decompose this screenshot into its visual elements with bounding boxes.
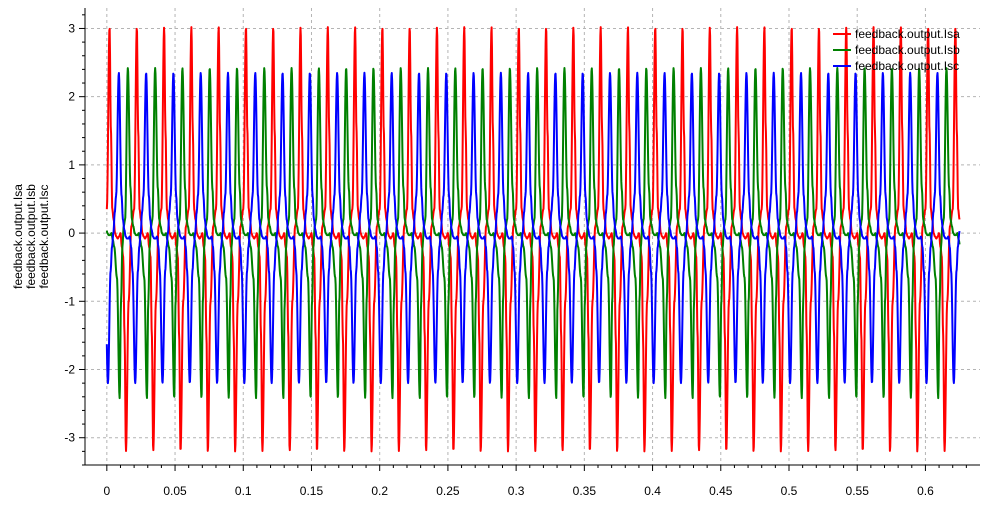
x-tick-label: 0.3 bbox=[508, 484, 525, 498]
legend-entry-label: feedback.output.Isb bbox=[855, 43, 960, 57]
x-tick-label: 0.25 bbox=[436, 484, 460, 498]
y-label-line: feedback.output.Isa bbox=[11, 184, 25, 289]
y-axis-label: feedback.output.Isa feedback.output.Isb fe… bbox=[11, 184, 51, 289]
x-tick-label: 0 bbox=[103, 484, 110, 498]
x-tick-label: 0.5 bbox=[781, 484, 798, 498]
legend: feedback.output.Isa feedback.output.Isb fe… bbox=[833, 27, 960, 73]
y-tick-label: 1 bbox=[68, 158, 75, 172]
legend-entry-label: feedback.output.Isc bbox=[855, 59, 959, 73]
y-tick-label: 0 bbox=[68, 226, 75, 240]
x-tick-label: 0.1 bbox=[235, 484, 252, 498]
y-tick-label: -3 bbox=[64, 431, 75, 445]
series-group bbox=[105, 26, 961, 453]
y-tick-label: 2 bbox=[68, 90, 75, 104]
x-tick-label: 0.4 bbox=[644, 484, 661, 498]
x-tick-label: 0.2 bbox=[371, 484, 388, 498]
y-label-line: feedback.output.Isc bbox=[37, 184, 51, 288]
y-label-line: feedback.output.Isb bbox=[24, 184, 38, 289]
x-tick-label: 0.6 bbox=[917, 484, 934, 498]
series-line-feedback-output-isc bbox=[105, 71, 961, 385]
x-tick-label: 0.05 bbox=[163, 484, 187, 498]
x-tick-label: 0.15 bbox=[300, 484, 324, 498]
x-tick-label: 0.45 bbox=[709, 484, 733, 498]
legend-entry-label: feedback.output.Isa bbox=[855, 27, 960, 41]
y-tick-label: 3 bbox=[68, 21, 75, 35]
y-tick-label: -2 bbox=[64, 363, 75, 377]
x-tick-label: 0.55 bbox=[846, 484, 870, 498]
x-tick-label: 0.35 bbox=[573, 484, 597, 498]
y-tick-label: -1 bbox=[64, 294, 75, 308]
axes: 0 0.05 0.1 0.15 0.2 0.25 0.3 0.35 0.4 0.45 0.5 0.55… bbox=[64, 8, 980, 498]
series-line-feedback-output-isa bbox=[105, 26, 961, 453]
